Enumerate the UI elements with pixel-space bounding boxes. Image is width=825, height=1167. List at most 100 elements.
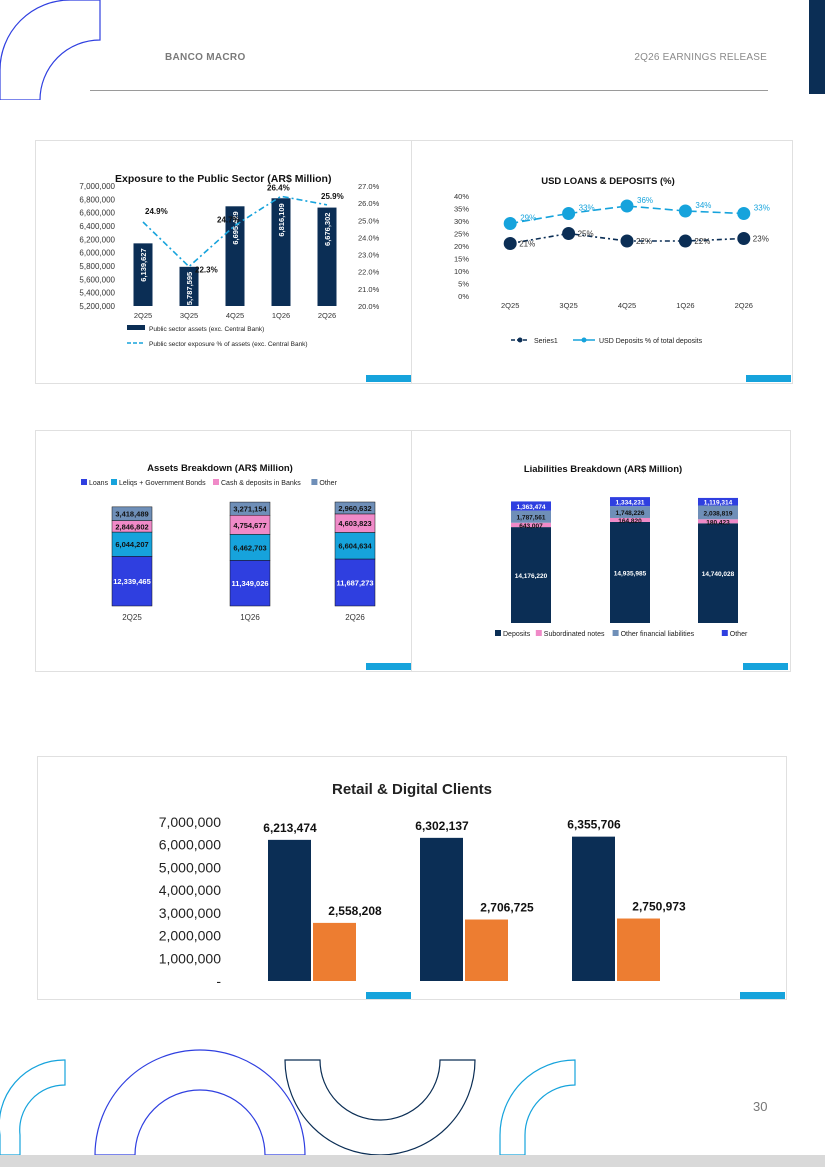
- bar-segment: [610, 497, 650, 507]
- x-tick-label: 1Q26: [272, 311, 290, 320]
- y-tick-label: 7,000,000: [159, 814, 221, 830]
- y-tick-label: 20%: [454, 242, 469, 251]
- x-tick-label: 3Q25: [180, 311, 198, 320]
- point-label: 36%: [637, 196, 653, 205]
- x-tick-label: 2Q25: [134, 311, 152, 320]
- bar: [268, 839, 311, 981]
- y-tick-label: 3,000,000: [159, 905, 221, 921]
- legend-swatch: [581, 337, 587, 343]
- segment-label: 2,960,632: [338, 504, 371, 513]
- bar: [271, 198, 291, 306]
- segment-label: 3,418,489: [115, 510, 148, 519]
- y-tick-label: 5,400,000: [79, 289, 115, 298]
- segment-label: 1,334,231: [616, 500, 645, 507]
- bar-segment: [511, 501, 551, 511]
- legend-label: Other: [319, 480, 337, 487]
- corner-tab: [809, 0, 825, 94]
- legend-label: Public sector assets (exc. Central Bank): [149, 326, 264, 333]
- legend-label: Deposits: [503, 631, 531, 638]
- y-tick-label: 6,800,000: [79, 195, 115, 204]
- y-tick-label: 5,000,000: [159, 859, 221, 875]
- chart-usd-loans-deposits: USD LOANS & DEPOSITS (%) 40% 35% 30% 25% 20% 1…: [454, 176, 770, 345]
- data-point: [737, 207, 751, 220]
- report-title: 2Q26 EARNINGS RELEASE: [634, 52, 767, 63]
- data-point: [503, 237, 517, 250]
- chart-title: Retail & Digital Clients: [332, 781, 492, 798]
- bar-segment: [111, 506, 153, 521]
- segment-label: 3,271,154: [233, 505, 267, 514]
- segment-label: 1,119,314: [704, 500, 733, 507]
- bar-segment: [111, 556, 153, 607]
- y2-tick-label: 25.0%: [358, 216, 380, 225]
- panel-retail-clients: [37, 756, 787, 1000]
- series-line: [142, 195, 328, 268]
- line-label: 26.4%: [267, 183, 290, 192]
- segment-label: 180,423: [706, 519, 730, 526]
- bar-label: 6,213,474: [263, 821, 317, 835]
- y2-tick-label: 26.0%: [358, 199, 380, 208]
- legend-label: Cash & deposits in Banks: [221, 480, 301, 487]
- decorative-arc-top-left: [0, 0, 101, 100]
- bar: [133, 243, 153, 306]
- bar-label: 6,355,706: [567, 818, 621, 832]
- legend-label: Other financial liabilities: [621, 631, 695, 638]
- x-tick-label: 3Q25: [559, 301, 577, 310]
- bar-segment: [229, 560, 271, 607]
- point-label: 22%: [694, 237, 710, 246]
- y2-tick-label: 20.0%: [358, 302, 380, 311]
- data-point: [737, 232, 751, 245]
- panel-tab: [366, 663, 411, 670]
- bar-segment: [111, 531, 153, 557]
- y-tick-label: 1,000,000: [159, 950, 221, 966]
- x-tick-label: 2Q26: [345, 613, 365, 622]
- segment-label: 6,462,703: [233, 543, 266, 552]
- y2-tick-label: 22.0%: [358, 268, 380, 277]
- segment-label: 164,820: [618, 518, 642, 525]
- bar-label: 6,139,627: [139, 248, 148, 281]
- x-tick-label: 2Q25: [501, 301, 519, 310]
- legend-label: USD Deposits % of total deposits: [599, 338, 703, 345]
- chart-title: Exposure to the Public Sector (AR$ Milli…: [115, 173, 331, 185]
- y-tick-label: 2,000,000: [159, 928, 221, 944]
- data-point: [620, 234, 634, 248]
- bar-segment: [229, 534, 271, 561]
- y-tick-label: 7,000,000: [79, 182, 115, 191]
- data-point: [678, 234, 692, 248]
- segment-label: 12,339,465: [113, 577, 151, 586]
- panel-tab: [366, 992, 411, 999]
- x-tick-label: 2Q25: [122, 613, 142, 622]
- y-tick-label: 4,000,000: [159, 882, 221, 898]
- legend-swatch: [111, 479, 117, 485]
- chart-title: Assets Breakdown (AR$ Million): [147, 463, 293, 474]
- chart-liabilities-breakdown: Liabilities Breakdown (AR$ Million) 14,17…: [495, 464, 748, 638]
- bar-segment: [334, 532, 376, 560]
- bar-segment: [698, 505, 738, 520]
- bar: [617, 918, 660, 981]
- footer-bar: [0, 1155, 825, 1167]
- segment-label: 1,787,561: [517, 515, 546, 522]
- segment-label: 14,935,985: [614, 570, 647, 577]
- line-label: 25.9%: [321, 192, 344, 201]
- legend-label: Loans: [89, 480, 109, 487]
- segment-label: 6,044,207: [115, 540, 148, 549]
- y-tick-label: 35%: [454, 205, 469, 214]
- bar: [225, 206, 245, 306]
- bar-label: 6,676,302: [323, 213, 332, 246]
- company-name: BANCO MACRO: [165, 52, 246, 63]
- bar-label: 2,558,208: [328, 904, 382, 918]
- y2-tick-label: 24.0%: [358, 233, 380, 242]
- y-tick-label: 40%: [454, 192, 469, 201]
- line-label: 24.7%: [217, 215, 240, 224]
- bar: [317, 207, 337, 306]
- legend-label: Series1: [534, 338, 558, 345]
- panel-tab: [366, 375, 411, 382]
- bar-label: 6,816,109: [277, 203, 286, 236]
- x-tick-label: 1Q26: [676, 301, 694, 310]
- bar-segment: [511, 527, 551, 623]
- segment-label: 11,349,026: [231, 579, 268, 588]
- segment-label: 14,176,220: [515, 573, 548, 580]
- y-tick-label: 5,600,000: [79, 275, 115, 284]
- y-tick-label: 5,200,000: [79, 302, 115, 311]
- bar-segment: [511, 510, 551, 523]
- legend-label: Public sector exposure % of assets (exc.…: [149, 341, 308, 348]
